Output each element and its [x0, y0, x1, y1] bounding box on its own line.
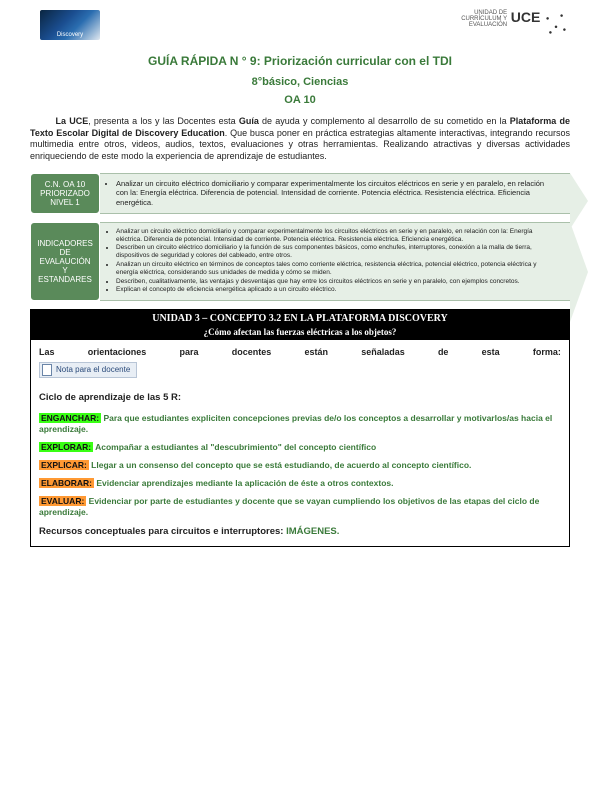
unit-body: Las orientaciones para docentes están señalad… [31, 340, 569, 546]
oa-body: Analizar un circuito eléctrico domicilia… [100, 173, 570, 214]
orient-word: forma: [533, 346, 561, 358]
resources-text: Recursos conceptuales para circuitos e i… [39, 526, 286, 537]
cycle-item: ELABORAR: Evidenciar aprendizajes median… [39, 478, 561, 489]
uce-small-text: UNIDAD DE CURRÍCULUM Y EVALUACIÓN [461, 10, 507, 28]
cycle-item: ENGANCHAR: Para que estudiantes explicit… [39, 413, 561, 435]
ind-l2: DE [35, 248, 95, 257]
uce-logo: UNIDAD DE CURRÍCULUM Y EVALUACIÓN UCE [461, 10, 570, 40]
cycle-text: Llegar a un consenso del concepto que se… [89, 460, 472, 470]
cycle-item: EXPLICAR: Llegar a un consenso del conce… [39, 460, 561, 471]
title-grade: 8°básico, Ciencias [30, 76, 570, 88]
indicator-item: Analizan un circuito eléctrico en términ… [116, 261, 550, 277]
document-icon [42, 364, 52, 376]
oa-label-l3: NIVEL 1 [35, 198, 95, 207]
oa-arrow-block: C.N. OA 10 PRIORIZADO NIVEL 1 Analizar u… [30, 173, 570, 214]
resources-line: Recursos conceptuales para circuitos e i… [39, 526, 561, 539]
cycle-text: Acompañar a estudiantes al "descubrimien… [93, 442, 376, 452]
orient-word: orientaciones [88, 346, 147, 358]
note-tag: Nota para el docente [39, 362, 137, 378]
ind-l5: ESTANDARES [35, 275, 95, 284]
oa-label: C.N. OA 10 PRIORIZADO NIVEL 1 [30, 173, 100, 214]
title-main: GUÍA RÁPIDA N ° 9: Priorización curricul… [30, 54, 570, 68]
indicator-item: Describen, cualitativamente, las ventaja… [116, 278, 550, 286]
cycle-tag: EXPLORAR: [39, 442, 93, 452]
orient-word: docentes [232, 346, 272, 358]
cycle-tag: EVALUAR: [39, 496, 86, 506]
unit-box: UNIDAD 3 – CONCEPTO 3.2 EN LA PLATAFORMA… [30, 309, 570, 547]
cycle-text: Para que estudiantes expliciten concepci… [39, 413, 552, 434]
indicator-item: Explican el concepto de eficiencia energ… [116, 286, 550, 294]
unit-subheader: ¿Cómo afectan las fuerzas eléctricas a l… [31, 327, 569, 340]
intro-paragraph: La UCE, presenta a los y las Docentes es… [30, 116, 570, 163]
indicator-item: Describen un circuito eléctrico domicili… [116, 244, 550, 260]
orient-word: están [304, 346, 328, 358]
indicator-item: Analizar un circuito eléctrico domicilia… [116, 228, 550, 244]
title-block: GUÍA RÁPIDA N ° 9: Priorización curricul… [30, 54, 570, 106]
cycle-tag: ENGANCHAR: [39, 413, 101, 423]
intro-text-1: , presenta a los y las Docentes esta [88, 116, 239, 126]
orient-word: para [179, 346, 198, 358]
resources-highlight: IMÁGENES. [286, 526, 339, 537]
cycle-heading: Ciclo de aprendizaje de las 5 R: [39, 392, 561, 405]
cycle-item: EXPLORAR: Acompañar a estudiantes al "de… [39, 442, 561, 453]
note-text: Nota para el docente [56, 365, 130, 376]
cycle-text: Evidenciar aprendizajes mediante la apli… [94, 478, 394, 488]
ind-l1: INDICADORES [35, 239, 95, 248]
network-icon [542, 10, 570, 38]
title-oa: OA 10 [30, 94, 570, 106]
cycle-text: Evidenciar por parte de estudiantes y do… [39, 496, 539, 517]
indicators-arrow-block: INDICADORES DE EVALAUCIÓN Y ESTANDARES A… [30, 222, 570, 301]
orient-word: de [438, 346, 449, 358]
orientation-row: Las orientaciones para docentes están señalad… [39, 346, 561, 358]
oa-label-l2: PRIORIZADO [35, 189, 95, 198]
uce-big-text: UCE [511, 10, 541, 24]
ind-l3: EVALAUCIÓN [35, 257, 95, 266]
ind-l4: Y [35, 266, 95, 275]
indicators-body: Analizar un circuito eléctrico domicilia… [100, 222, 570, 301]
orient-word: esta [482, 346, 500, 358]
intro-text-2: de ayuda y complemento al desarrollo de … [259, 116, 510, 126]
indicators-label: INDICADORES DE EVALAUCIÓN Y ESTANDARES [30, 222, 100, 301]
unit-header: UNIDAD 3 – CONCEPTO 3.2 EN LA PLATAFORMA… [31, 310, 569, 327]
intro-bold-2: Guía [239, 116, 259, 126]
orient-word: Las [39, 346, 55, 358]
oa-text: Analizar un circuito eléctrico domicilia… [116, 179, 550, 207]
intro-bold-1: La UCE [56, 116, 89, 126]
orient-word: señaladas [361, 346, 405, 358]
cycle-tag: ELABORAR: [39, 478, 94, 488]
cycle-item: EVALUAR: Evidenciar por parte de estudia… [39, 496, 561, 518]
discovery-logo: Discovery [40, 10, 100, 40]
oa-label-l1: C.N. OA 10 [35, 180, 95, 189]
cycle-tag: EXPLICAR: [39, 460, 89, 470]
